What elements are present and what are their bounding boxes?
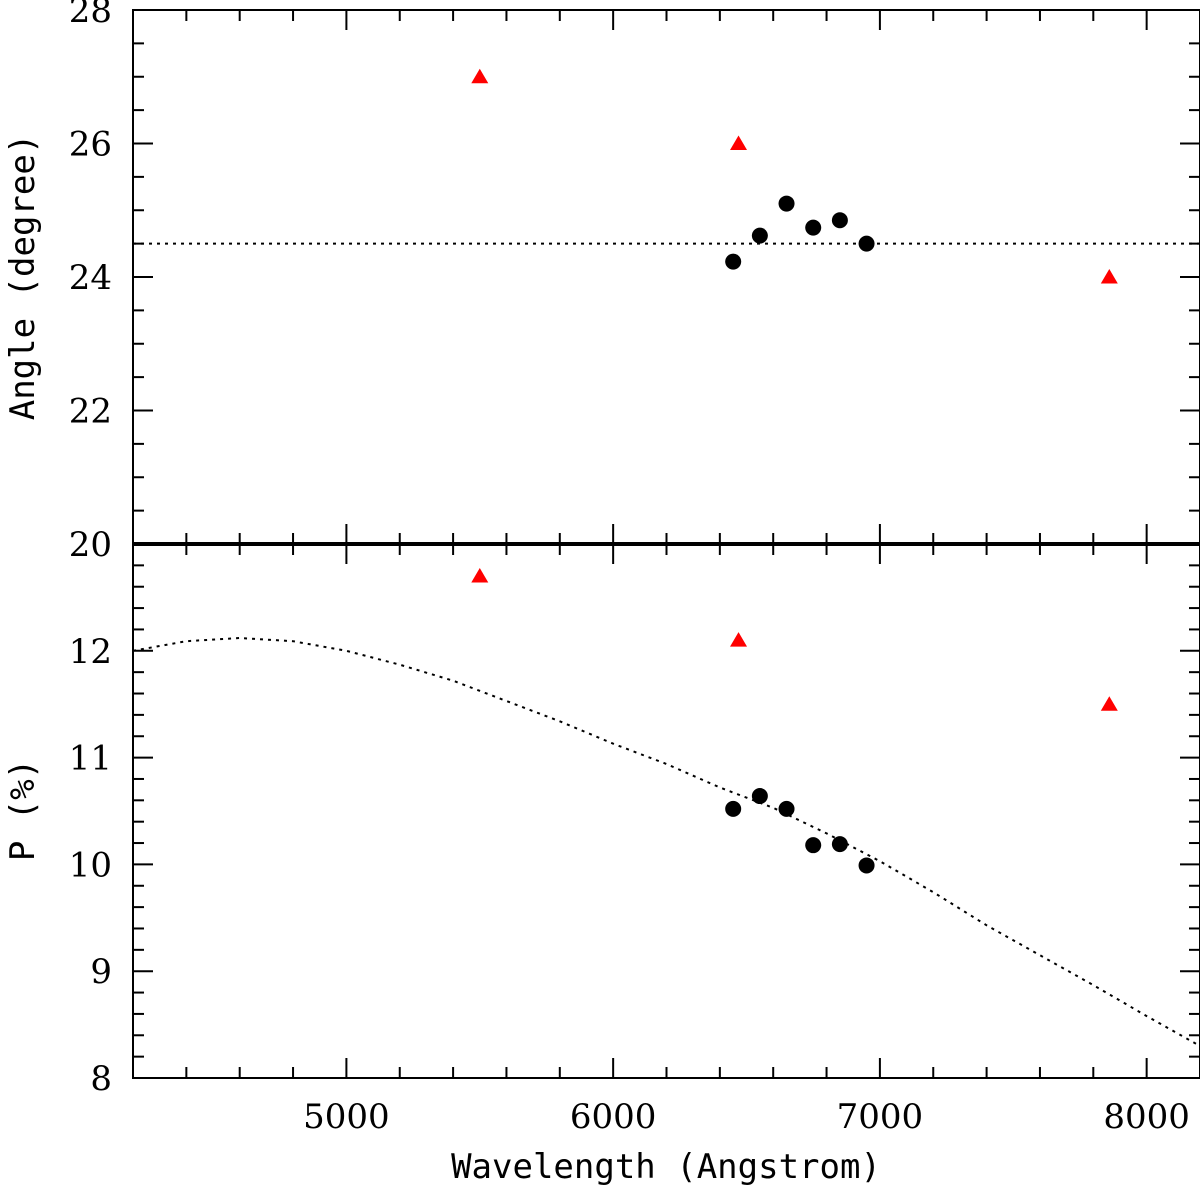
y-tick-label: 26 xyxy=(69,125,112,165)
circle-point xyxy=(778,195,795,212)
circle-point xyxy=(831,212,848,229)
y-tick-label: 10 xyxy=(69,845,112,885)
angle-y-axis-label: Angle (degree) xyxy=(3,134,43,421)
triangle-point xyxy=(1100,696,1118,711)
y-tick-label: 8 xyxy=(90,1059,112,1099)
y-tick-label: 20 xyxy=(69,525,112,565)
x-axis-label: Wavelength (Angstrom) xyxy=(451,1147,881,1187)
circle-point xyxy=(805,219,822,236)
circle-point xyxy=(831,836,848,853)
circle-point xyxy=(858,857,875,874)
y-tick-label: 11 xyxy=(69,739,112,779)
circle-point xyxy=(751,227,768,244)
circle-point xyxy=(725,800,742,817)
triangle-point xyxy=(471,68,489,84)
y-tick-label: 24 xyxy=(69,258,112,298)
triangle-point xyxy=(1100,269,1118,284)
polarization-y-axis-label: P (%) xyxy=(3,759,43,861)
circle-point xyxy=(858,235,875,252)
angle-panel: 20 22 24 26 28 xyxy=(69,0,1200,565)
x-tick-label: 8000 xyxy=(1103,1097,1190,1137)
x-tick-label: 5000 xyxy=(303,1097,390,1137)
y-tick-label: 28 xyxy=(69,0,112,31)
circle-point xyxy=(778,800,795,817)
x-tick-label: 7000 xyxy=(837,1097,924,1137)
circle-point xyxy=(725,253,742,270)
fit-curve xyxy=(132,636,1200,1047)
polarization-panel: 8 9 10 11 12 5000 6000 7000 8000 xyxy=(69,543,1200,1137)
triangle-point xyxy=(471,568,489,583)
triangle-point xyxy=(730,135,748,150)
x-tick-label: 6000 xyxy=(570,1097,657,1137)
y-tick-label: 22 xyxy=(69,392,112,432)
triangle-point xyxy=(730,632,748,647)
circle-point xyxy=(751,788,768,805)
plot-frame xyxy=(132,543,1200,1079)
y-tick-label: 12 xyxy=(69,632,112,672)
y-tick-label: 9 xyxy=(90,952,112,992)
plot-frame xyxy=(132,9,1200,545)
circle-point xyxy=(805,837,822,854)
